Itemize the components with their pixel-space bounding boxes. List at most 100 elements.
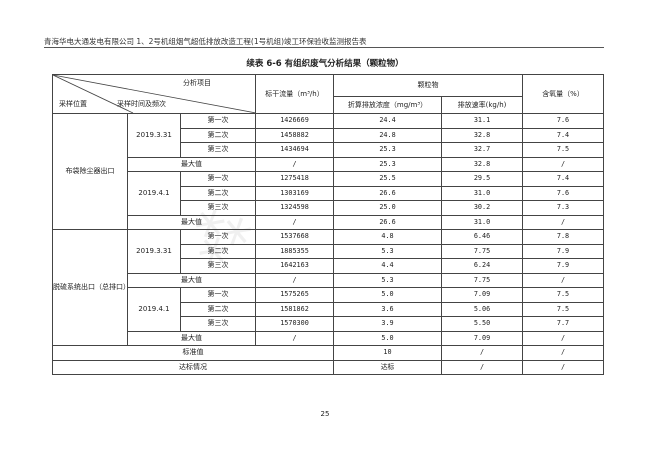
rate-cell: 7.75 [441,272,524,288]
max-row: 最大值/5.0 7.09/ [53,330,605,346]
o2-cell: 7.5 [522,301,605,317]
flow-cell: / [255,214,335,230]
flow-cell: 1324598 [255,200,335,216]
run-cell: 第二次 [179,243,257,259]
o2-cell: 7.6 [522,185,605,201]
conc-cell: 25.0 [333,200,443,216]
o2-cell: / [522,330,605,346]
standard-cell: 10 [333,345,443,361]
header-analysis-item: 分析项目 [183,79,212,87]
standard-cell: / [441,345,524,361]
flow-cell: 1575265 [255,287,335,303]
max-row: 最大值/25.3 32.8/ [53,156,605,172]
page-number: 25 [320,410,330,418]
conc-cell: 3.6 [333,301,443,317]
diagonal-lines [53,75,256,113]
document-header: 青海华电大通发电有限公司 1、2号机组烟气超低排放改造工程(1号机组)竣工环保验… [44,37,367,46]
conc-cell: 4.8 [333,229,443,245]
compliance-row: 达标情况 达标 / / [51,359,605,375]
run-cell: 第二次 [179,185,257,201]
rate-cell: 5.50 [441,316,524,332]
flow-cell: / [255,330,335,346]
flow-cell: 1885355 [255,243,335,259]
rate-cell: 32.7 [441,142,524,158]
max-row: 最大值/26.6 31.0/ [53,214,605,230]
header-divider [44,47,604,48]
table-row: 第三次 1434694 25.3 32.7 7.5 [53,142,605,158]
flow-cell: 1426669 [255,113,335,129]
location-cell: 脱硫系统出口（总排口） [52,229,130,346]
o2-cell: 7.4 [522,127,605,143]
rate-cell: 7.75 [441,243,524,259]
table-title: 续表 6-6 有组织废气分析结果（颗粒物） [246,59,404,69]
flow-cell: 1303169 [255,185,335,201]
table-row: 第二次 1885355 5.3 7.75 7.9 [53,243,605,259]
o2-cell: 7.4 [522,171,605,187]
header-flow: 标干流量（m³/h） [255,74,335,114]
rate-cell: 5.06 [441,301,524,317]
table-row: 第二次 1303169 26.6 31.0 7.6 [53,185,605,201]
o2-cell: 7.9 [522,243,605,259]
conc-cell: 25.3 [333,156,443,172]
o2-cell: / [522,156,605,172]
compliance-cell: / [441,359,524,375]
conc-cell: 4.4 [333,258,443,274]
header-o2: 含氧量（%） [522,74,605,114]
date-cell: 2019.3.31 [127,113,181,158]
table-row: 脱硫系统出口（总排口） 2019.3.31 第一次 1537668 4.8 6.46 7.8 [52,229,605,346]
max-label: 最大值 [126,272,257,288]
header-conc: 折算排放浓度（mg/m³） [333,96,443,114]
conc-cell: 3.9 [333,316,443,332]
run-cell: 第一次 [179,113,257,129]
header-time-freq: 采样时间及频次 [117,100,166,108]
conc-cell: 26.6 [333,185,443,201]
rate-cell: 6.24 [441,258,524,274]
rate-cell: 29.5 [441,171,524,187]
run-cell: 第三次 [179,200,257,216]
o2-cell: 7.7 [522,316,605,332]
o2-cell: / [522,214,605,230]
conc-cell: 25.5 [333,171,443,187]
date-cell: 2019.3.31 [127,229,181,274]
flow-cell: / [255,272,335,288]
o2-cell: 7.9 [522,258,605,274]
flow-cell: 1581862 [255,301,335,317]
table-row: 第三次 1642163 4.4 6.24 7.9 [53,258,605,274]
standard-row: 标准值 10// [51,345,605,361]
rate-cell: 31.0 [441,214,524,230]
max-row: 最大值/5.3 7.75/ [53,272,605,288]
o2-cell: 7.6 [522,113,605,129]
flow-cell: / [255,156,335,172]
header-pm: 颗粒物 [333,74,524,97]
flow-cell: 1458882 [255,127,335,143]
rate-cell: 7.09 [441,330,524,346]
run-cell: 第三次 [179,316,257,332]
max-label: 最大值 [126,330,257,346]
table-row: 2019.4.1 第一次 1275418 25.5 29.5 7.4 [53,171,605,216]
table-row: 布袋除尘器出口 2019.3.31 第一次 1426669 24.4 31.1 7.6 [52,113,605,230]
rate-cell: 32.8 [441,127,524,143]
table-row: 第二次 1458882 24.8 32.8 7.4 [53,127,605,143]
rate-cell: 31.0 [441,185,524,201]
run-cell: 第一次 [179,229,257,245]
conc-cell: 5.3 [333,272,443,288]
o2-cell: 7.5 [522,287,605,303]
run-cell: 第一次 [179,171,257,187]
location-cell: 布袋除尘器出口 [52,113,128,230]
flow-cell: 1434694 [255,142,335,158]
run-cell: 第二次 [179,301,257,317]
run-cell: 第一次 [179,287,257,303]
compliance-cell: 达标情况 [51,359,335,375]
conc-cell: 5.0 [333,287,443,303]
max-label: 最大值 [126,214,257,230]
conc-cell: 25.3 [333,142,443,158]
conc-cell: 24.8 [333,127,443,143]
rate-cell: 7.09 [441,287,524,303]
results-table: 分析项目 采样位置 采样时间及频次 标干流量（m³/h） 颗粒物 含氧量（%） … [51,74,605,375]
run-cell: 第三次 [179,258,257,274]
max-label: 最大值 [126,156,257,172]
conc-cell: 26.6 [333,214,443,230]
flow-cell: 1570300 [255,316,335,332]
o2-cell: 7.8 [522,229,605,245]
date-cell: 2019.4.1 [127,287,181,332]
